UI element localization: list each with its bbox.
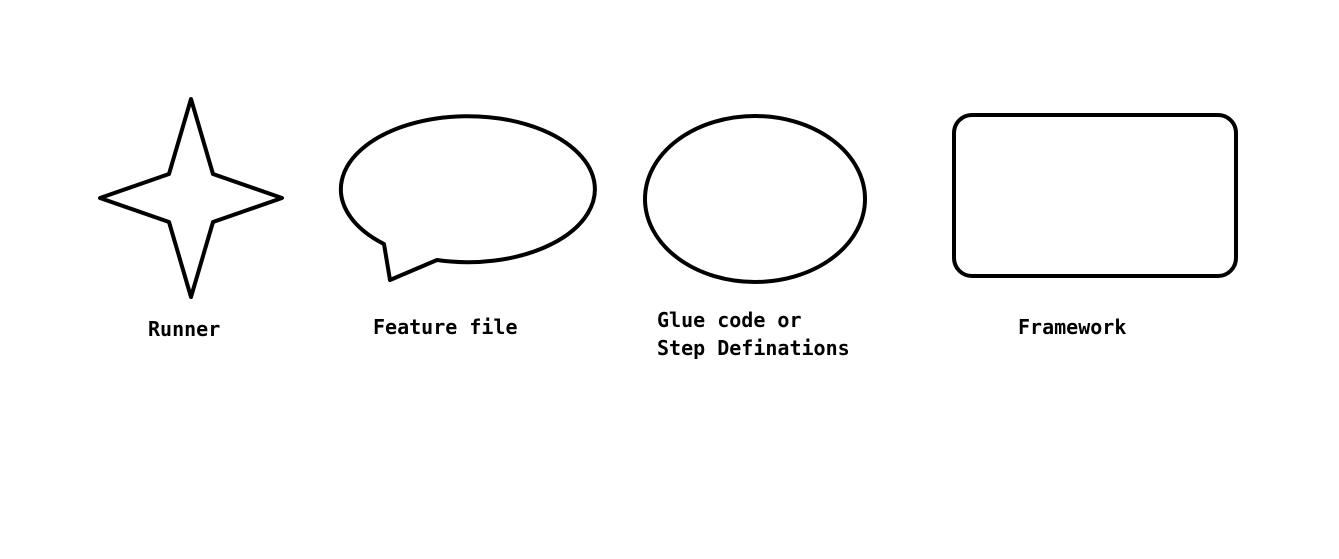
runner-star-icon [98, 97, 284, 299]
glue-code-label-line-2: Step Definations [657, 336, 850, 360]
framework-rounded-rectangle-icon [952, 113, 1238, 278]
feature-file-node: Feature file [338, 114, 597, 339]
glue-code-label-line-1: Glue code or [657, 308, 802, 332]
framework-node: Framework [952, 113, 1238, 339]
glue-code-ellipse-icon [643, 114, 867, 284]
feature-file-label: Feature file [373, 315, 518, 339]
runner-label: Runner [148, 317, 220, 341]
runner-node: Runner [98, 97, 284, 341]
feature-file-speech-bubble-icon [338, 114, 597, 282]
glue-code-label: Glue code or Step Definations [657, 308, 850, 360]
framework-label: Framework [1018, 315, 1126, 339]
glue-code-node: Glue code or Step Definations [643, 114, 867, 360]
